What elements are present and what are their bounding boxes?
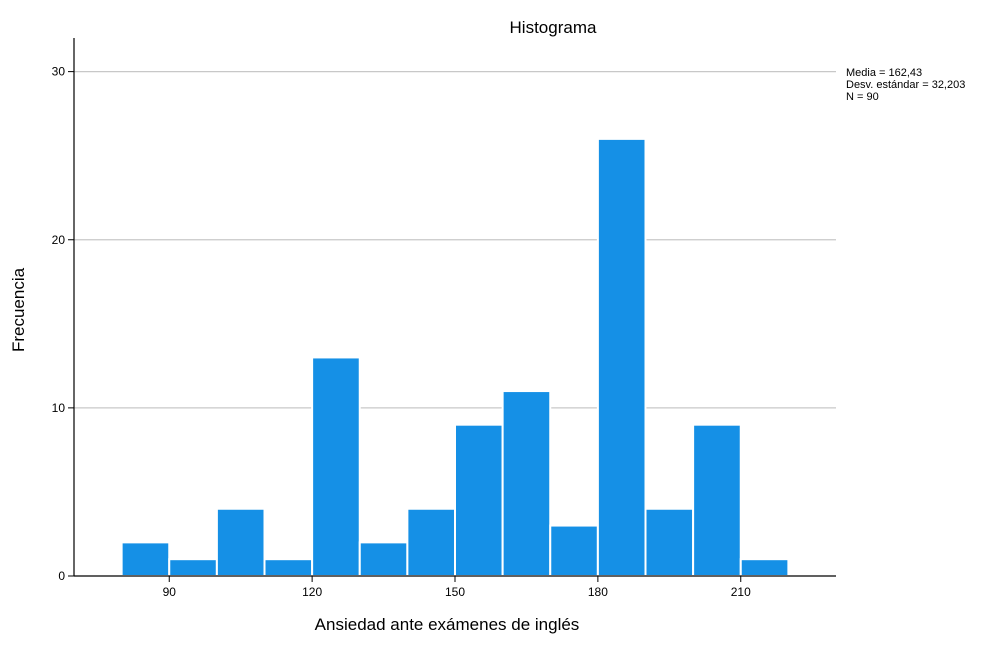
y-tick-label-0: 0 [58, 569, 65, 583]
histogram-bar-120-130 [311, 356, 361, 577]
histogram-bar-100-110 [215, 507, 266, 577]
bars [120, 137, 790, 577]
x-tick-label-180: 180 [588, 585, 608, 599]
stats-n: N = 90 [846, 91, 879, 103]
y-tick-labels: 0 10 20 30 [52, 65, 74, 583]
y-tick-label-20: 20 [52, 233, 66, 247]
histogram-bar-160-170 [501, 390, 552, 577]
histogram-bar-90-100 [168, 558, 218, 577]
histogram-bar-110-120 [263, 558, 314, 577]
y-axis-title: Frecuencia [9, 267, 28, 352]
stats-box: Media = 162,43 Desv. estándar = 32,203 N… [846, 67, 965, 103]
y-tick-label-30: 30 [52, 65, 66, 79]
x-tick-label-210: 210 [731, 585, 751, 599]
chart-title: Histograma [510, 18, 597, 37]
histogram-bar-140-150 [406, 507, 456, 577]
histogram-bar-200-210 [692, 423, 742, 577]
histogram-bar-190-200 [644, 507, 695, 577]
histogram-bar-180-190 [596, 137, 647, 577]
x-axis-title: Ansiedad ante exámenes de inglés [315, 615, 580, 634]
y-tick-label-10: 10 [52, 401, 66, 415]
histogram-bar-80-90 [120, 541, 171, 577]
histogram-bar-150-160 [454, 423, 504, 577]
histogram-bar-170-180 [549, 524, 599, 577]
histogram-bar-130-140 [358, 541, 409, 577]
x-tick-label-150: 150 [445, 585, 465, 599]
gridlines [74, 70, 836, 409]
x-tick-label-120: 120 [302, 585, 322, 599]
histogram-bar-210-220 [739, 558, 790, 577]
x-tick-labels: 90 120 150 180 210 [163, 576, 751, 599]
stats-mean: Media = 162,43 [846, 67, 922, 79]
stats-sd: Desv. estándar = 32,203 [846, 79, 965, 91]
x-tick-label-90: 90 [163, 585, 177, 599]
